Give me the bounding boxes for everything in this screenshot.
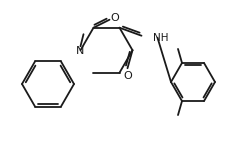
Text: N: N xyxy=(76,46,85,56)
Text: NH: NH xyxy=(154,33,169,43)
Text: O: O xyxy=(110,13,119,23)
Text: O: O xyxy=(123,71,132,81)
